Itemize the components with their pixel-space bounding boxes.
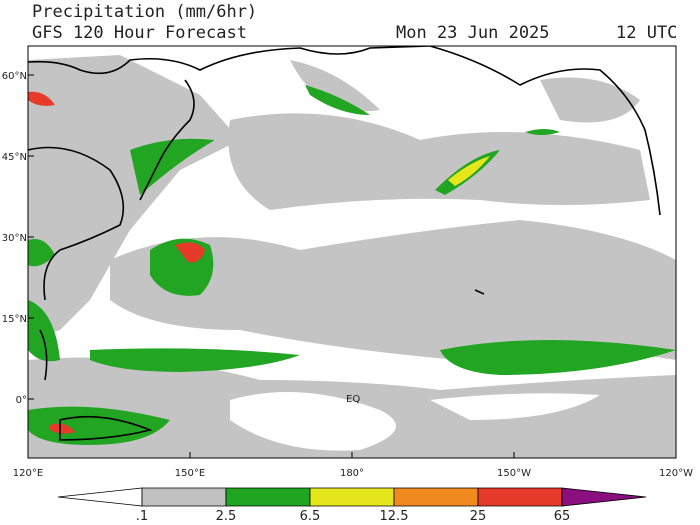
colorbar: .1 2.5 6.5 12.5 25 65 (57, 487, 647, 524)
map-axes: 60°N 45°N 30°N 15°N 0° 120°E 150°E 180° 150°W 120… (2, 71, 693, 479)
lon-label: 150°E (175, 468, 205, 479)
coastlines (28, 46, 661, 441)
precip-fields (28, 55, 676, 458)
colorbar-bin (561, 487, 647, 507)
lon-label: 150°W (497, 468, 531, 479)
lat-label: 60°N (2, 71, 27, 82)
colorbar-label: 2.5 (216, 509, 237, 524)
valid-time: 12 UTC (616, 23, 677, 43)
lat-label: 0° (16, 395, 27, 406)
colorbar-bin (477, 487, 563, 507)
lon-label: 120°W (659, 468, 693, 479)
colorbar-bin (57, 487, 143, 507)
lat-label: 45°N (2, 152, 27, 163)
colorbar-label: 6.5 (300, 509, 321, 524)
colorbar-label: 12.5 (380, 509, 409, 524)
subtitle: GFS 120 Hour Forecast (32, 23, 247, 43)
colorbar-label: 25 (470, 509, 487, 524)
colorbar-bin (309, 487, 395, 507)
map: EQ 60°N 45°N 30°N 15°N 0° 120°E 150°E 180° 150°W… (2, 45, 693, 479)
colorbar-bin (141, 487, 227, 507)
colorbar-label: .1 (136, 509, 148, 524)
title: Precipitation (mm/6hr) (32, 2, 257, 22)
lon-label: 120°E (13, 468, 43, 479)
lon-label: 180° (340, 468, 364, 479)
lat-label: 30°N (2, 233, 27, 244)
colorbar-label: 65 (554, 509, 571, 524)
equator-label: EQ (346, 394, 360, 405)
valid-date: Mon 23 Jun 2025 (396, 23, 550, 43)
colorbar-bin (393, 487, 479, 507)
lat-label: 15°N (2, 314, 27, 325)
colorbar-bin (225, 487, 311, 507)
